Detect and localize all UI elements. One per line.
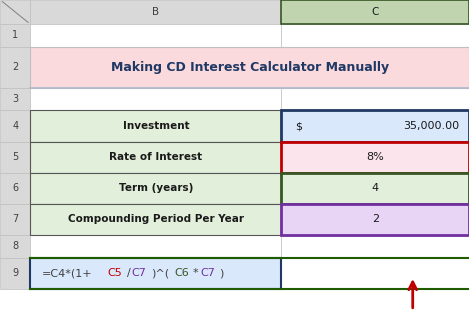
Text: C6: C6 [174, 268, 189, 278]
FancyBboxPatch shape [281, 258, 469, 289]
FancyBboxPatch shape [0, 235, 30, 258]
Text: /: / [127, 268, 130, 278]
Text: 4: 4 [371, 183, 379, 193]
FancyBboxPatch shape [30, 47, 469, 87]
FancyBboxPatch shape [281, 87, 469, 111]
FancyBboxPatch shape [0, 173, 30, 204]
FancyBboxPatch shape [281, 235, 469, 258]
FancyBboxPatch shape [281, 204, 469, 235]
FancyBboxPatch shape [281, 24, 469, 47]
Text: 3: 3 [12, 94, 18, 104]
FancyBboxPatch shape [0, 0, 30, 24]
FancyBboxPatch shape [281, 173, 469, 204]
FancyBboxPatch shape [30, 24, 281, 47]
Text: C: C [371, 7, 379, 17]
FancyBboxPatch shape [0, 87, 30, 111]
Text: )^(: )^( [151, 268, 169, 278]
Text: C7: C7 [131, 268, 146, 278]
Text: Compounding Period Per Year: Compounding Period Per Year [68, 214, 244, 224]
Text: C5: C5 [107, 268, 122, 278]
Text: 8: 8 [12, 241, 18, 251]
Text: ): ) [219, 268, 224, 278]
Text: 4: 4 [12, 121, 18, 131]
Text: *: * [193, 268, 199, 278]
Text: =C4*(1+: =C4*(1+ [42, 268, 93, 278]
FancyBboxPatch shape [0, 24, 30, 47]
Text: C7: C7 [200, 268, 215, 278]
FancyBboxPatch shape [0, 111, 30, 142]
Text: 1: 1 [12, 30, 18, 41]
FancyBboxPatch shape [30, 87, 281, 111]
Text: $: $ [295, 121, 303, 131]
FancyBboxPatch shape [30, 0, 281, 24]
FancyBboxPatch shape [0, 47, 30, 87]
Text: B: B [152, 7, 159, 17]
Text: 35,000.00: 35,000.00 [403, 121, 460, 131]
FancyBboxPatch shape [0, 142, 30, 173]
Text: 5: 5 [12, 152, 18, 162]
Text: 9: 9 [12, 268, 18, 278]
FancyBboxPatch shape [0, 258, 30, 289]
FancyBboxPatch shape [30, 235, 281, 258]
FancyBboxPatch shape [281, 0, 469, 24]
Text: 2: 2 [371, 214, 379, 224]
FancyBboxPatch shape [30, 204, 281, 235]
Text: 7: 7 [12, 214, 18, 224]
Text: 2: 2 [12, 62, 18, 72]
FancyBboxPatch shape [281, 111, 469, 142]
Text: Investment: Investment [122, 121, 189, 131]
Text: 8%: 8% [366, 152, 384, 162]
Text: Making CD Interest Calculator Manually: Making CD Interest Calculator Manually [111, 61, 389, 74]
Text: Rate of Interest: Rate of Interest [109, 152, 203, 162]
FancyBboxPatch shape [0, 204, 30, 235]
FancyBboxPatch shape [281, 142, 469, 173]
FancyBboxPatch shape [30, 173, 281, 204]
FancyBboxPatch shape [30, 111, 281, 142]
Text: Term (years): Term (years) [119, 183, 193, 193]
Text: 6: 6 [12, 183, 18, 193]
FancyBboxPatch shape [30, 258, 281, 289]
FancyBboxPatch shape [30, 142, 281, 173]
